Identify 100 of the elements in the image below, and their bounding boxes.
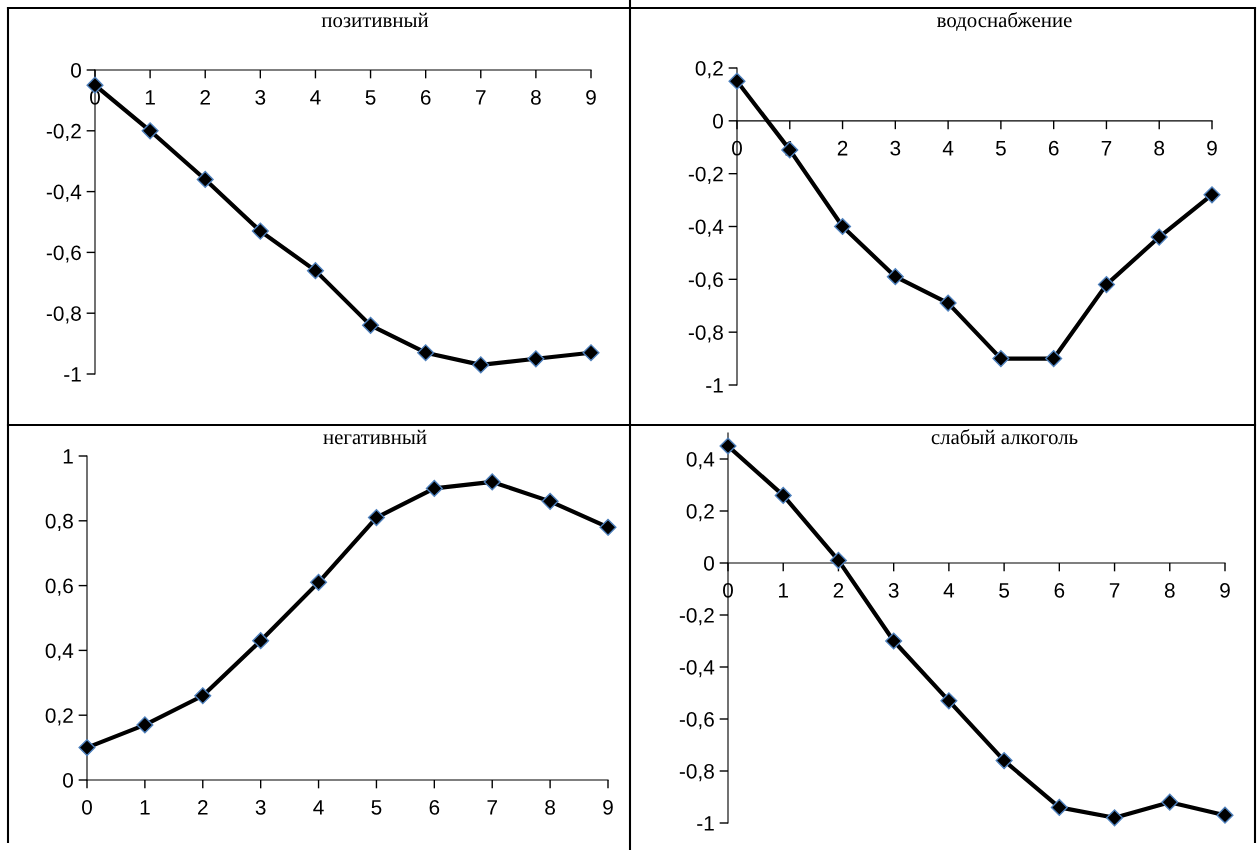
x-tick-label: 7 [487, 800, 497, 815]
point [78, 739, 96, 757]
y-tick-label: -0,8 [46, 306, 81, 324]
point [728, 72, 746, 90]
point [1050, 798, 1068, 816]
point [527, 350, 545, 368]
y-tick-label: -1 [64, 367, 81, 382]
x-tick-label: 3 [888, 582, 899, 598]
y-tick-label: 0,2 [695, 61, 723, 79]
x-tick-label: 8 [545, 799, 555, 815]
y-tick-label: -0,2 [688, 166, 723, 184]
x-tick-label: 3 [890, 140, 901, 156]
point [425, 479, 443, 497]
point [141, 122, 159, 140]
x-tick-label: 5 [995, 141, 1006, 156]
point [1106, 809, 1124, 827]
x-tick-label: 7 [1109, 583, 1120, 598]
y-tick-label: 0,4 [686, 452, 715, 470]
x-tick-label: 9 [603, 799, 613, 815]
x-tick-label: 2 [200, 89, 210, 105]
point [774, 486, 792, 504]
point [939, 294, 957, 312]
x-tick-label: 1 [145, 90, 155, 105]
y-tick-label: -0,8 [688, 325, 723, 343]
y-tick-label: 0,4 [45, 643, 74, 661]
point [310, 573, 328, 591]
point [472, 356, 490, 374]
y-tick-label: -0,6 [679, 712, 714, 730]
point [136, 716, 154, 734]
y-tick-label: -0,4 [46, 184, 82, 202]
y-tick-label: -0,4 [679, 660, 715, 678]
point [251, 222, 269, 240]
point [1097, 276, 1115, 294]
x-tick-label: 8 [1154, 140, 1165, 156]
y-tick-label: -1 [697, 816, 714, 831]
y-tick-label: -0,6 [688, 272, 723, 290]
x-tick-label: 8 [1164, 582, 1175, 598]
point [194, 687, 212, 705]
point [885, 632, 903, 650]
chart-title: негативный [323, 429, 427, 445]
x-tick-label: 9 [586, 89, 596, 105]
y-tick-label: -0,8 [679, 764, 714, 782]
x-tick-label: 5 [365, 90, 376, 105]
x-tick-label: 6 [429, 799, 440, 815]
y-tick-label: -0,2 [679, 608, 714, 626]
y-tick-label: 0,2 [686, 504, 714, 522]
y-tick-label: 0 [704, 556, 714, 571]
point [367, 509, 385, 527]
y-tick-label: -1 [706, 378, 723, 393]
point [196, 170, 214, 188]
y-tick-label: 0 [63, 773, 73, 788]
chart-title: позитивный [321, 12, 429, 28]
x-tick-label: 4 [313, 800, 324, 815]
point [834, 217, 852, 236]
y-tick-label: -0,4 [688, 219, 724, 237]
y-tick-label: 0,6 [45, 578, 73, 596]
y-tick-label: 0 [71, 63, 81, 78]
x-tick-label: 6 [1054, 582, 1065, 598]
x-tick-label: 2 [837, 140, 848, 156]
chart-title: водоснабжение [937, 12, 1072, 32]
point [483, 473, 501, 491]
y-tick-label: -0,2 [46, 123, 81, 142]
y-tick-label: 0,8 [45, 513, 73, 532]
y-tick-label: 0 [713, 113, 723, 129]
point [992, 350, 1010, 368]
x-tick-label: 9 [1207, 140, 1217, 156]
x-tick-label: 3 [255, 799, 266, 815]
point [940, 692, 958, 710]
point [582, 344, 600, 362]
x-tick-label: 9 [1220, 582, 1230, 598]
x-tick-label: 1 [779, 583, 788, 598]
point [1150, 228, 1168, 246]
point [1216, 806, 1234, 824]
x-tick-label: 4 [942, 141, 954, 156]
y-tick-label: 1 [63, 449, 73, 464]
x-tick-label: 1 [140, 800, 150, 815]
x-tick-label: 7 [476, 90, 486, 105]
x-tick-label: 4 [943, 583, 955, 598]
x-tick-label: 4 [310, 90, 321, 105]
x-tick-label: 0 [82, 799, 92, 815]
point [599, 518, 617, 536]
point [886, 268, 904, 286]
point [306, 262, 324, 280]
point [417, 344, 435, 362]
x-tick-label: 7 [1101, 141, 1112, 156]
point [995, 752, 1013, 770]
x-tick-label: 8 [531, 89, 541, 105]
y-tick-label: -0,6 [46, 245, 81, 263]
y-tick-label: 0,2 [45, 708, 73, 726]
x-tick-label: 2 [198, 799, 208, 815]
point [541, 492, 559, 510]
x-tick-label: 2 [833, 582, 844, 598]
x-tick-label: 6 [420, 89, 431, 105]
x-tick-label: 5 [999, 583, 1010, 598]
point [719, 437, 737, 455]
point [829, 551, 847, 569]
x-tick-label: 5 [371, 800, 382, 815]
point [252, 632, 270, 650]
point [1203, 186, 1221, 204]
point [1161, 793, 1179, 811]
